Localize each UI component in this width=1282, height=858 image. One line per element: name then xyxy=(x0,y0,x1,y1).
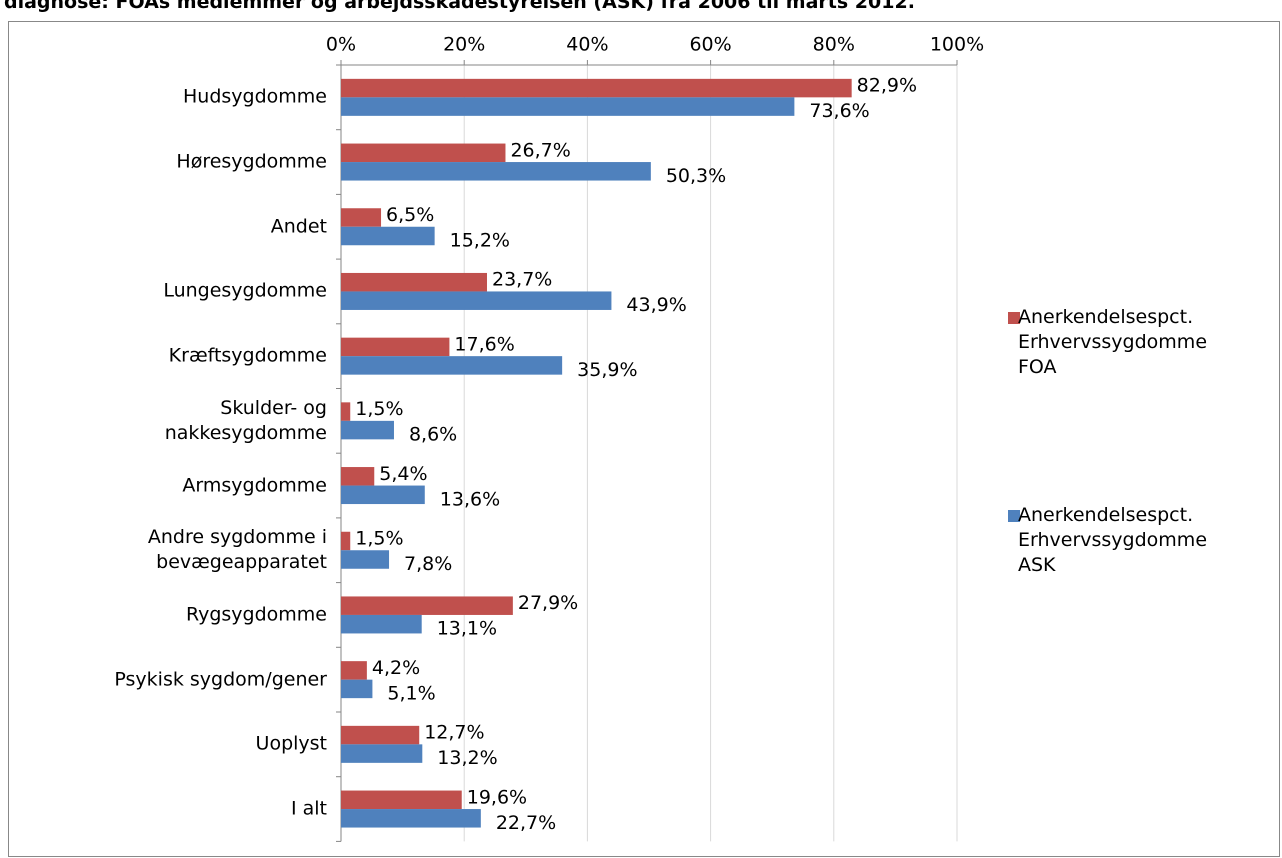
category-label: Hudsygdomme xyxy=(183,85,327,108)
legend-label: Anerkendelsespct. Erhvervssygdomme ASK xyxy=(1018,504,1208,576)
bar xyxy=(341,162,651,181)
legend-swatch xyxy=(1008,312,1020,324)
value-label: 6,5% xyxy=(386,204,434,226)
bar xyxy=(341,420,394,440)
bar xyxy=(341,356,563,375)
category-label: Lungesygdomme xyxy=(163,279,327,302)
category-label: Høresygdomme xyxy=(176,150,327,173)
value-label: 1,5% xyxy=(355,528,403,550)
value-label: 19,6% xyxy=(467,786,527,808)
bar xyxy=(341,226,435,246)
bar xyxy=(341,143,506,163)
bar xyxy=(341,467,375,486)
bar xyxy=(341,809,481,828)
value-label: 4,2% xyxy=(372,657,420,679)
value-label: 15,2% xyxy=(450,230,510,252)
x-tick-label: 40% xyxy=(566,34,608,56)
bar xyxy=(341,272,487,292)
legend-swatch xyxy=(1008,510,1020,522)
value-label: 13,2% xyxy=(437,747,497,769)
x-tick-label: 100% xyxy=(930,34,984,56)
bar xyxy=(341,614,422,634)
bar xyxy=(341,78,852,98)
value-label: 50,3% xyxy=(666,165,726,187)
category-label: Psykisk sygdom/gener xyxy=(114,668,327,691)
value-label: 7,8% xyxy=(404,553,452,575)
bar xyxy=(341,97,795,116)
x-tick-label: 80% xyxy=(813,34,855,56)
category-label: Armsygdomme xyxy=(182,474,327,497)
value-label: 17,6% xyxy=(454,333,514,355)
bar xyxy=(341,790,462,810)
value-label: 27,9% xyxy=(518,592,578,614)
value-label: 13,1% xyxy=(437,618,497,640)
category-label: I alt xyxy=(290,797,327,820)
category-label: Andet xyxy=(270,215,327,238)
bar xyxy=(341,679,373,699)
x-tick-label: 20% xyxy=(443,34,485,56)
bar xyxy=(341,744,423,763)
category-label: Uoplyst xyxy=(255,732,327,755)
bar xyxy=(341,596,513,615)
bar xyxy=(341,291,612,310)
value-label: 26,7% xyxy=(510,139,570,161)
x-tick-label: 60% xyxy=(689,34,731,56)
value-label: 73,6% xyxy=(809,100,869,122)
bar xyxy=(341,208,382,227)
bar xyxy=(341,550,390,569)
value-label: 5,4% xyxy=(379,463,427,485)
bar xyxy=(341,337,450,357)
bar xyxy=(341,485,425,505)
category-label: Kræftsygdomme xyxy=(168,344,327,367)
bar xyxy=(341,661,367,680)
x-tick-label: 0% xyxy=(326,34,356,56)
value-label: 5,1% xyxy=(387,682,435,704)
bar xyxy=(341,725,420,745)
category-label: Rygsygdomme xyxy=(185,603,327,626)
value-label: 1,5% xyxy=(355,398,403,420)
chart-title: diagnose: FOAs medlemmer og arbejdsskade… xyxy=(4,0,915,13)
value-label: 43,9% xyxy=(626,294,686,316)
value-label: 82,9% xyxy=(857,75,917,97)
bar xyxy=(341,531,351,551)
category-label: Andre sygdomme i bevægeapparatet xyxy=(147,526,327,574)
value-label: 13,6% xyxy=(440,488,500,510)
value-label: 12,7% xyxy=(424,722,484,744)
legend-label: Anerkendelsespct. Erhvervssygdomme FOA xyxy=(1018,306,1208,378)
value-label: 8,6% xyxy=(409,424,457,446)
category-label: Skulder- og nakkesygdomme xyxy=(164,396,327,444)
value-label: 35,9% xyxy=(577,359,637,381)
value-label: 22,7% xyxy=(496,812,556,834)
value-label: 23,7% xyxy=(492,269,552,291)
chart-frame xyxy=(8,21,1280,857)
bar xyxy=(341,402,351,421)
